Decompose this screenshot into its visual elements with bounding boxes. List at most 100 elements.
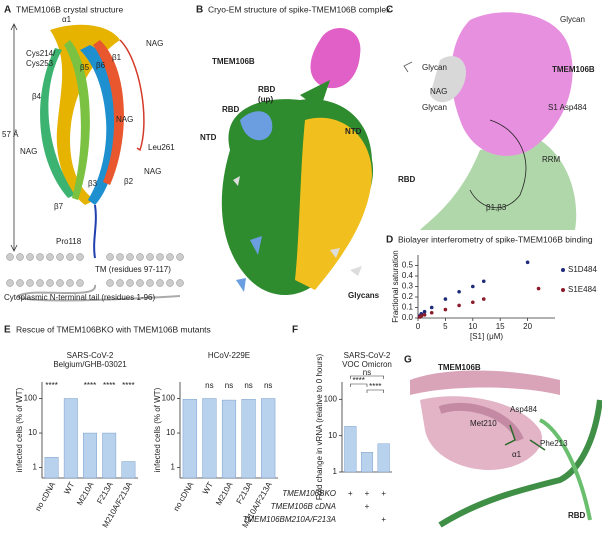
- x-tick-label: 20: [523, 322, 532, 331]
- structure-label: Asp484: [510, 405, 538, 414]
- point: [457, 303, 461, 308]
- bar: [221, 399, 237, 479]
- structure-label: TMEM106B: [212, 57, 255, 66]
- structure-label: β6: [96, 61, 106, 70]
- structure-label: β1: [112, 53, 122, 62]
- bar: [360, 452, 374, 473]
- structure-label: Glycan: [422, 103, 447, 112]
- annotation: ns: [225, 381, 233, 390]
- y-tick-label: 100: [24, 394, 38, 403]
- legend-label: S1E484: [568, 285, 597, 294]
- structure-label: RBD: [398, 175, 416, 184]
- bar: [102, 432, 117, 479]
- row-label: TMEM106B cDNA: [271, 502, 336, 511]
- y-tick-label: 0.5: [402, 261, 414, 270]
- x-tick-label: 0: [416, 322, 421, 331]
- point: [481, 279, 486, 284]
- y-tick-label: 0.4: [402, 271, 414, 280]
- row-mark: +: [365, 489, 370, 498]
- structure-label: Phe213: [540, 439, 568, 448]
- structure-c: [403, 12, 577, 230]
- panel-title: Rescue of TMEM106BKO with TMEM106B mutan…: [16, 324, 211, 334]
- structure-label: β7: [54, 202, 64, 211]
- x-tick-label: no cDNA: [172, 480, 196, 513]
- structure-label: TMEM106B: [438, 363, 481, 372]
- legend-swatch: [561, 268, 565, 272]
- structure-label: TM (residues 97-117): [95, 265, 171, 274]
- bar: [261, 398, 276, 479]
- structure-label: Glycan: [560, 15, 585, 24]
- annotation: ****: [84, 381, 96, 390]
- row-label: TMEM106BKO: [282, 489, 336, 498]
- point: [429, 310, 434, 315]
- row-mark: +: [381, 515, 386, 524]
- x-tick-label: no cDNA: [33, 480, 57, 513]
- x-tick-label: M210A: [214, 480, 235, 507]
- panel-letter: D: [386, 235, 393, 246]
- structure-label: α1: [512, 450, 522, 459]
- structure-label: Glycans: [348, 291, 380, 300]
- structure-label: NAG: [430, 87, 447, 96]
- x-tick-label: M210A: [75, 480, 96, 507]
- structure-label: NAG: [146, 39, 163, 48]
- chart-title: HCoV-229E: [208, 351, 250, 360]
- y-tick-label: 1: [171, 463, 176, 472]
- point: [429, 305, 434, 310]
- point: [443, 307, 448, 312]
- y-tick-label: 1: [333, 467, 338, 476]
- y-axis-label: Fold change in vRNA (relative to 0 hours…: [315, 354, 324, 501]
- panel-letter: B: [196, 5, 203, 16]
- row-mark: +: [381, 489, 386, 498]
- y-tick-label: 0.1: [402, 303, 414, 312]
- structure-label: β2: [124, 177, 134, 186]
- panel-letter: E: [4, 325, 11, 336]
- x-tick-label: 10: [468, 322, 477, 331]
- y-tick-label: 100: [324, 394, 338, 403]
- structure-label: NTD: [200, 133, 217, 142]
- bracket: [366, 389, 384, 393]
- x-tick-label: WT: [62, 480, 76, 495]
- structure-label: Leu261: [148, 143, 175, 152]
- bracket: [350, 375, 384, 379]
- structure-label: RBD: [258, 85, 276, 94]
- x-tick-label: WT: [201, 480, 215, 495]
- bar: [344, 426, 357, 473]
- row-label: TMEM106BM210A/F213A: [243, 515, 336, 524]
- panel-letter: F: [292, 325, 298, 336]
- panel-letter: G: [404, 355, 412, 366]
- structure-label: RRM: [542, 155, 561, 164]
- panel-letter: A: [4, 5, 11, 16]
- structure-a: [6, 23, 184, 302]
- y-tick-label: 0.0: [402, 313, 414, 322]
- structure-label: NTD: [345, 127, 362, 136]
- point: [525, 260, 530, 265]
- bar: [202, 398, 217, 479]
- y-tick-label: 0.3: [402, 282, 414, 291]
- annotation: ns: [205, 381, 213, 390]
- annotation: ns: [363, 368, 371, 377]
- point: [422, 313, 427, 317]
- y-axis-label: Fractional saturation: [391, 250, 400, 322]
- row-mark: +: [365, 502, 370, 511]
- y-tick-label: 10: [28, 428, 37, 437]
- x-axis-label: [S1] (μM): [470, 332, 503, 341]
- point: [481, 297, 486, 301]
- bar: [241, 399, 256, 479]
- chart-title: SARS-CoV-2: [67, 351, 114, 360]
- chart-title: SARS-CoV-2: [344, 351, 391, 360]
- annotation: ns: [264, 381, 272, 390]
- point: [443, 297, 448, 301]
- bracket: [350, 383, 368, 387]
- y-tick-label: 10: [166, 428, 175, 437]
- structure-label: α1: [62, 15, 72, 24]
- structure-label: NAG: [144, 167, 161, 176]
- annotation: ****: [369, 382, 381, 391]
- panel-title: Cryo-EM structure of spike-TMEM106B comp…: [208, 4, 391, 14]
- structure-label: NAG: [20, 147, 37, 156]
- annotation: ****: [103, 381, 115, 390]
- annotation: ****: [45, 381, 57, 390]
- annotation: ****: [122, 381, 134, 390]
- bar: [182, 399, 197, 479]
- x-tick-label: 5: [443, 322, 448, 331]
